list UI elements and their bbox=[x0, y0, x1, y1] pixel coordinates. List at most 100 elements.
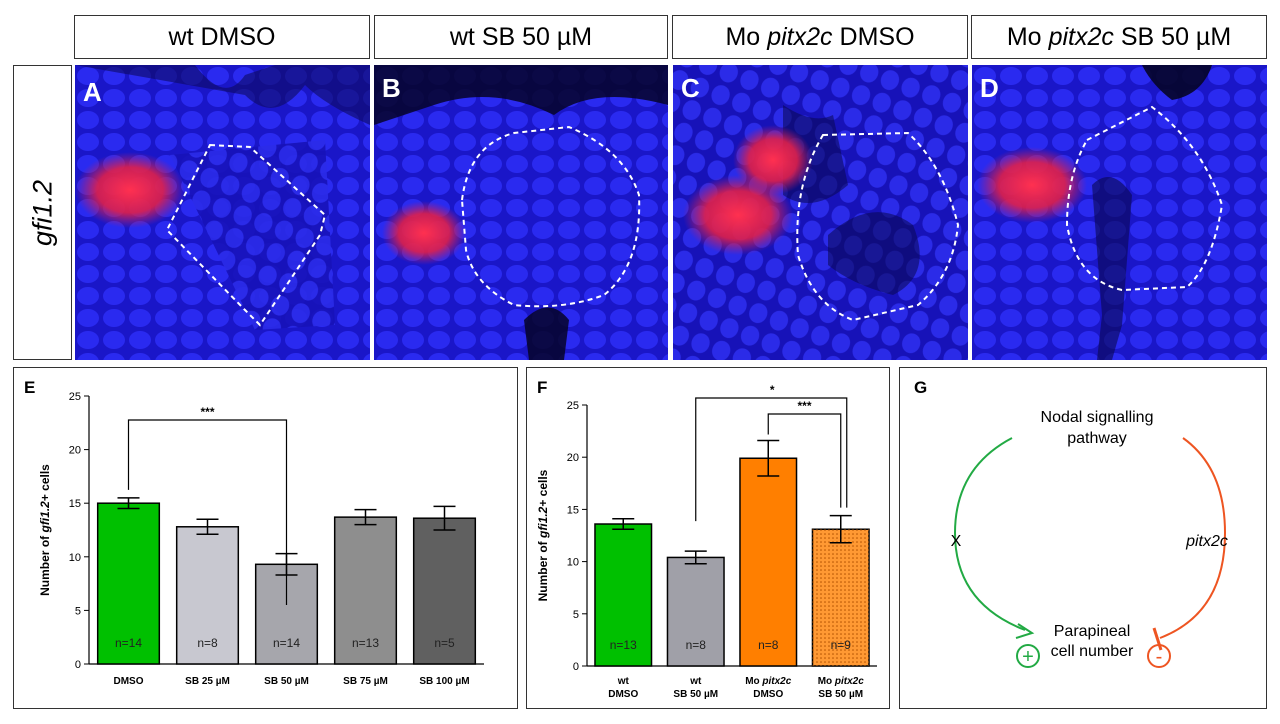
panel-letter-g: G bbox=[914, 378, 928, 397]
signal-cluster bbox=[683, 175, 793, 255]
x-tick-label: SB 50 µM bbox=[673, 689, 718, 700]
x-tick-label: SB 25 µM bbox=[185, 676, 230, 687]
n-label: n=9 bbox=[831, 638, 852, 652]
header-gene: pitx2c bbox=[767, 22, 833, 51]
signal-cluster bbox=[75, 152, 185, 228]
micrograph-c: C bbox=[673, 65, 968, 360]
plus-badge bbox=[1016, 644, 1040, 668]
diagram-bottom-line2: cell number bbox=[1051, 643, 1134, 660]
x-tick-label: SB 75 µM bbox=[343, 676, 388, 687]
y-tick-label: 0 bbox=[573, 661, 579, 673]
y-tick-label: 5 bbox=[75, 605, 81, 617]
n-label: n=8 bbox=[686, 638, 707, 652]
x-tick-label: DMSO bbox=[753, 689, 783, 700]
y-tick-label: 0 bbox=[75, 659, 81, 671]
minus-badge bbox=[1147, 644, 1171, 668]
x-tick-label: wt bbox=[617, 676, 630, 687]
inhibition-bar-icon bbox=[1152, 627, 1163, 651]
header-mo-dmso: Mo pitx2c DMSO bbox=[672, 15, 968, 59]
pineal-outline bbox=[796, 131, 960, 322]
plus-sign: + bbox=[1022, 646, 1034, 668]
y-tick-label: 5 bbox=[573, 609, 579, 621]
diagram-bottom-line1: Parapineal bbox=[1054, 623, 1131, 640]
bar bbox=[175, 526, 240, 665]
minus-sign: - bbox=[1156, 646, 1163, 668]
micrograph-d: D bbox=[972, 65, 1267, 360]
n-label: n=13 bbox=[352, 636, 379, 650]
significance-bracket bbox=[767, 413, 842, 508]
header-prefix: Mo bbox=[1006, 22, 1042, 51]
x-tick-label: SB 50 µM bbox=[818, 689, 863, 700]
n-label: n=8 bbox=[197, 636, 218, 650]
n-label: n=8 bbox=[758, 638, 779, 652]
header-wt-dmso: wt DMSO bbox=[74, 15, 370, 59]
diagram-top-line1: Nodal signalling bbox=[1041, 409, 1154, 426]
chart-e: 0 5 10 15 20 25 Number of gfi1.2+ cells n=14 DMS… bbox=[38, 391, 484, 687]
bar-texture bbox=[812, 529, 870, 666]
panel-letter-f: F bbox=[537, 378, 548, 397]
row-label-box: gfi1.2 bbox=[13, 65, 72, 360]
header-text: wt DMSO bbox=[168, 22, 276, 51]
significance-label: *** bbox=[200, 405, 214, 419]
header-suffix: SB 50 µM bbox=[1120, 22, 1232, 51]
pineal-outline bbox=[460, 125, 641, 308]
header-wt-sb50: wt SB 50 µM bbox=[374, 15, 668, 59]
x-tick-label: DMSO bbox=[608, 689, 638, 700]
signal-cluster bbox=[733, 125, 813, 195]
panel-g-box: G Nodal signalling pathway X pitx2c Para… bbox=[899, 367, 1267, 709]
x-tick-label: wt bbox=[689, 676, 702, 687]
panel-e-box: E 0 5 10 15 20 25 Number of gfi1.2+ cells n=14 D… bbox=[13, 367, 518, 709]
x-tick-label: SB 100 µM bbox=[419, 676, 469, 687]
significance-bracket bbox=[695, 397, 848, 522]
pathway-diagram: Nodal signalling pathway X pitx2c Parapi… bbox=[951, 409, 1228, 668]
panel-f-box: F 0 5 10 15 20 25 Number of gfi1.2+ cells n=13 w… bbox=[526, 367, 890, 709]
panel-letter-a: A bbox=[83, 77, 102, 107]
panel-letter-c: C bbox=[681, 73, 700, 103]
x-tick-label: Mo pitx2c bbox=[745, 676, 792, 687]
panel-letter-e: E bbox=[24, 378, 36, 397]
y-tick-label: 15 bbox=[69, 498, 81, 510]
bar bbox=[333, 516, 398, 665]
header-suffix: DMSO bbox=[839, 22, 915, 51]
y-tick-label: 20 bbox=[567, 452, 579, 464]
n-label: n=13 bbox=[610, 638, 637, 652]
bar bbox=[666, 556, 725, 667]
bar bbox=[739, 457, 798, 667]
row-label-gene: gfi1.2 bbox=[27, 179, 57, 246]
signal-cluster bbox=[382, 201, 466, 265]
panel-letter-b: B bbox=[382, 73, 401, 103]
arrowhead-icon bbox=[1015, 623, 1035, 639]
header-gene: pitx2c bbox=[1048, 22, 1114, 51]
diagram-right-label: pitx2c bbox=[1185, 533, 1228, 550]
significance-label: *** bbox=[797, 399, 811, 413]
x-tick-label: Mo pitx2c bbox=[818, 676, 865, 687]
y-tick-label: 15 bbox=[567, 504, 579, 516]
micrograph-a: A bbox=[75, 65, 370, 360]
header-text: wt SB 50 µM bbox=[449, 22, 593, 51]
x-tick-label: SB 50 µM bbox=[264, 676, 309, 687]
signal-cluster bbox=[977, 147, 1087, 223]
bar bbox=[412, 517, 477, 665]
x-tick-label: DMSO bbox=[114, 676, 144, 687]
significance-label: * bbox=[770, 383, 775, 397]
y-tick-label: 25 bbox=[567, 400, 579, 412]
y-axis-label: Number of gfi1.2+ cells bbox=[38, 464, 52, 596]
activation-arc bbox=[953, 437, 1026, 631]
significance-bracket bbox=[127, 419, 288, 606]
y-tick-label: 20 bbox=[69, 445, 81, 457]
n-label: n=14 bbox=[115, 636, 142, 650]
y-tick-label: 25 bbox=[69, 391, 81, 403]
y-tick-label: 10 bbox=[69, 552, 81, 564]
pineal-outline bbox=[165, 143, 327, 327]
chart-f: 0 5 10 15 20 25 Number of gfi1.2+ cells n=13 wt D… bbox=[536, 383, 877, 700]
y-tick-label: 10 bbox=[567, 557, 579, 569]
inhibition-arc bbox=[1159, 437, 1227, 639]
n-label: n=5 bbox=[434, 636, 455, 650]
n-label: n=14 bbox=[273, 636, 300, 650]
diagram-left-label: X bbox=[951, 533, 962, 550]
panel-letter-d: D bbox=[980, 73, 999, 103]
header-mo-sb50: Mo pitx2c SB 50 µM bbox=[971, 15, 1267, 59]
micrograph-b: B bbox=[374, 65, 668, 360]
y-axis-label: Number of gfi1.2+ cells bbox=[536, 469, 550, 601]
header-prefix: Mo bbox=[725, 22, 761, 51]
